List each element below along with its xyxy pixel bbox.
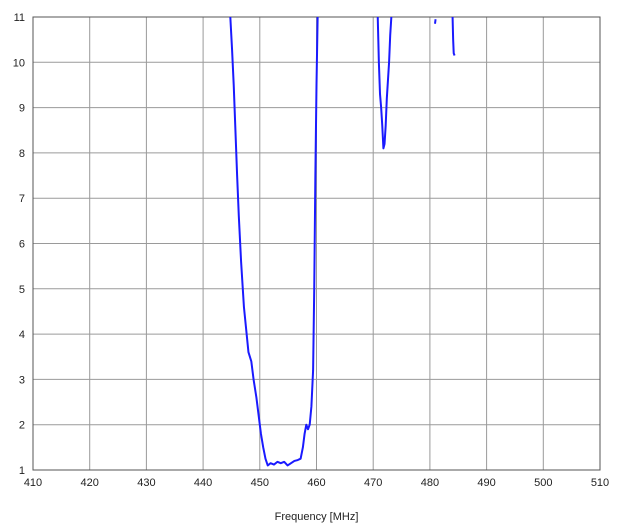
data-series [229, 16, 456, 467]
series-line-segment [376, 16, 393, 150]
y-tick-label: 6 [19, 239, 25, 251]
x-axis-label: Frequency [MHz] [275, 511, 359, 523]
y-tick-label: 4 [19, 329, 25, 341]
x-tick-label: 440 [194, 477, 212, 489]
x-tick-label: 450 [251, 477, 269, 489]
y-tick-label: 3 [19, 374, 25, 386]
x-tick-label: 500 [534, 477, 552, 489]
x-tick-label: 510 [591, 477, 609, 489]
y-tick-label: 7 [19, 193, 25, 205]
y-tick-label: 8 [19, 148, 25, 160]
plot-frame [32, 16, 601, 471]
x-tick-label: 470 [364, 477, 382, 489]
y-tick-label: 2 [19, 420, 25, 432]
x-tick-label: 430 [137, 477, 155, 489]
x-tick-label: 480 [421, 477, 439, 489]
y-tick-labels: 1 2 3 4 5 6 7 8 9 10 11 [13, 12, 25, 477]
y-tick-label: 11 [14, 12, 25, 24]
x-tick-labels: 410 420 430 440 450 460 470 480 490 500 510 [24, 477, 609, 489]
series-line-segment [229, 16, 319, 467]
y-tick-label: 10 [13, 57, 25, 69]
x-tick-label: 420 [81, 477, 99, 489]
series-line-segment [451, 16, 456, 56]
series-line-segment [434, 19, 437, 24]
y-tick-label: 1 [19, 465, 25, 477]
y-tick-label: 5 [19, 284, 25, 296]
x-tick-label: 410 [24, 477, 42, 489]
x-tick-label: 460 [307, 477, 325, 489]
y-tick-label: 9 [19, 103, 25, 115]
x-tick-label: 490 [477, 477, 495, 489]
